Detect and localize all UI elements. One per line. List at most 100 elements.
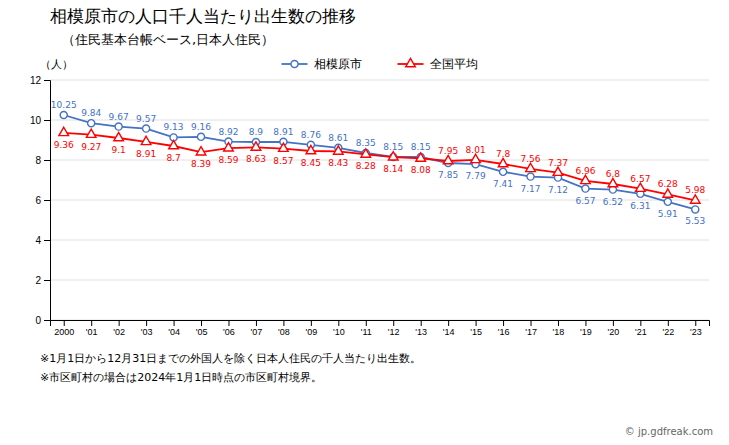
data-label: 7.56 — [520, 154, 540, 164]
tick-mark — [393, 320, 394, 326]
grid-line — [50, 80, 709, 81]
tick-mark — [613, 320, 614, 326]
marker — [526, 163, 536, 171]
marker — [553, 167, 563, 175]
data-label: 7.37 — [548, 158, 568, 168]
tick: 6 — [35, 195, 50, 206]
tick-mark — [44, 200, 50, 201]
tick-label: '21 — [635, 327, 647, 337]
tick-label: '09 — [305, 327, 317, 337]
data-label: 7.12 — [548, 185, 568, 195]
data-label: 9.16 — [191, 122, 211, 132]
data-label: 8.61 — [328, 133, 348, 143]
marker — [88, 120, 95, 127]
tick-label: '03 — [141, 327, 153, 337]
data-label: 8.7 — [166, 153, 180, 163]
tick-mark — [476, 320, 477, 326]
tick-mark — [531, 320, 532, 326]
marker — [692, 206, 699, 213]
x-axis: 2000'01'02'03'04'05'06'07'08'09'10'11'12… — [51, 320, 710, 337]
data-label: 8.91 — [273, 127, 293, 137]
data-label: 8.35 — [356, 138, 376, 148]
series-group — [59, 111, 700, 213]
tick-label: '06 — [223, 327, 235, 337]
tick: '19 — [580, 320, 592, 337]
legend-label: 相模原市 — [314, 57, 362, 71]
tick: '14 — [443, 320, 455, 337]
tick-mark — [228, 320, 229, 326]
tick-label: '20 — [608, 327, 620, 337]
tick-label: '13 — [415, 327, 427, 337]
tick-label: 6 — [35, 195, 41, 206]
legend-item: 相模原市 — [282, 57, 362, 71]
tick-mark — [44, 120, 50, 121]
data-label: 9.67 — [109, 112, 129, 122]
tick-label: '18 — [553, 327, 565, 337]
tick: '07 — [251, 320, 263, 337]
data-label: 6.8 — [606, 169, 621, 179]
marker — [306, 145, 316, 153]
tick: '20 — [608, 320, 620, 337]
marker — [86, 129, 96, 137]
tick-mark — [44, 240, 50, 241]
tick: '22 — [662, 320, 674, 337]
tick-label: 4 — [35, 235, 41, 246]
grid-line — [50, 160, 709, 161]
tick: '10 — [333, 320, 345, 337]
marker — [416, 153, 426, 161]
tick: 2 — [35, 275, 50, 286]
grid — [50, 80, 709, 320]
tick-label: '08 — [278, 327, 290, 337]
legend-marker — [406, 58, 416, 66]
data-label: 8.43 — [328, 158, 348, 168]
note: ※市区町村の場合は2024年1月1日時点の市区町村境界。 — [40, 371, 322, 384]
marker — [664, 198, 671, 205]
tick: '02 — [113, 320, 125, 337]
tick-label: 10 — [30, 115, 42, 126]
marker — [114, 132, 124, 140]
tick: 4 — [35, 235, 50, 246]
tick-mark — [640, 320, 641, 326]
data-label: 6.52 — [603, 197, 623, 207]
data-label: 6.96 — [575, 166, 595, 176]
marker — [224, 143, 234, 151]
tick-mark — [695, 320, 696, 326]
tick-label: '22 — [662, 327, 674, 337]
marker — [636, 183, 646, 191]
tick: '17 — [525, 320, 537, 337]
data-label: 5.98 — [685, 185, 705, 195]
data-label: 9.57 — [136, 114, 156, 124]
tick: '23 — [690, 320, 702, 337]
tick-mark — [311, 320, 312, 326]
marker — [115, 123, 122, 130]
title: 相模原市の人口千人当たり出生数の推移 — [50, 6, 356, 26]
tick-mark — [119, 320, 120, 326]
data-label: 6.57 — [575, 196, 595, 206]
legend-item: 全国平均 — [398, 57, 478, 71]
legend-marker — [291, 60, 298, 67]
tick-mark — [338, 320, 339, 326]
data-label: 6.31 — [630, 201, 650, 211]
data-label: 6.28 — [658, 179, 678, 189]
series-line — [64, 133, 696, 201]
marker — [141, 136, 151, 144]
data-label: 9.84 — [81, 108, 101, 118]
marker — [663, 189, 673, 197]
tick: '15 — [470, 320, 482, 337]
data-label: 7.41 — [493, 179, 513, 189]
marker — [169, 140, 179, 148]
marker — [388, 152, 398, 160]
tick-mark — [558, 320, 559, 326]
tick-mark — [44, 80, 50, 81]
tick-label: '14 — [443, 327, 455, 337]
tick: 12 — [30, 75, 50, 86]
data-label: 9.13 — [164, 122, 184, 132]
tick-label: '02 — [113, 327, 125, 337]
tick: 2000 — [54, 320, 74, 337]
tick-label: 2 — [35, 275, 41, 286]
tick-mark — [668, 320, 669, 326]
marker — [334, 146, 344, 154]
marker — [581, 175, 591, 183]
data-label: 8.39 — [191, 159, 211, 169]
data-label: 9.36 — [54, 140, 74, 150]
